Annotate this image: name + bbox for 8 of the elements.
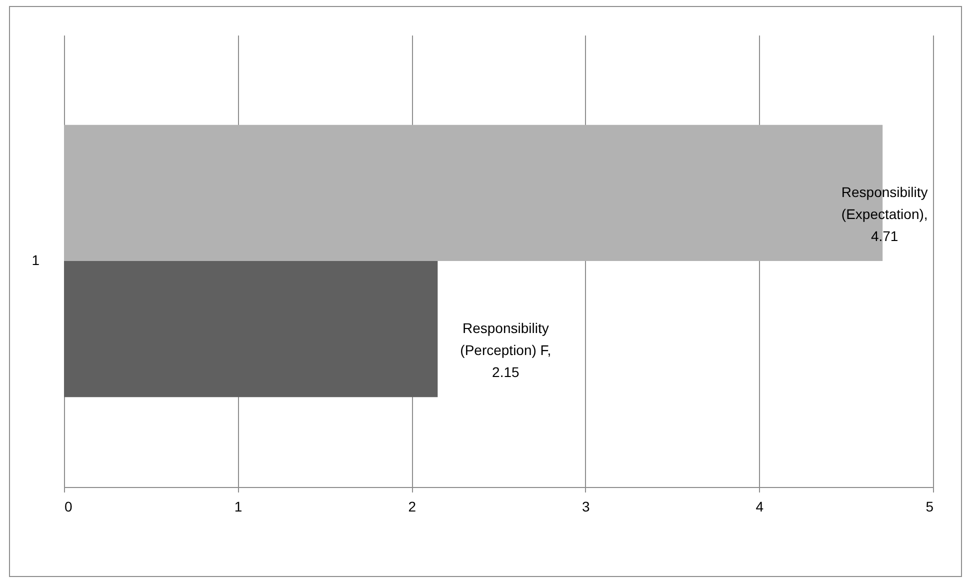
x-tick-label: 5 — [926, 498, 934, 514]
data-label: Responsibility (Expectation), 4.71 — [841, 184, 928, 244]
x-tick-label: 3 — [582, 498, 590, 514]
x-tick-label: 1 — [234, 498, 242, 514]
data-label: Responsibility (Perception) F, 2.15 — [460, 320, 552, 380]
x-tick-label: 0 — [64, 498, 72, 514]
x-tick-label: 4 — [756, 498, 764, 514]
x-tick-label: 2 — [408, 498, 416, 514]
